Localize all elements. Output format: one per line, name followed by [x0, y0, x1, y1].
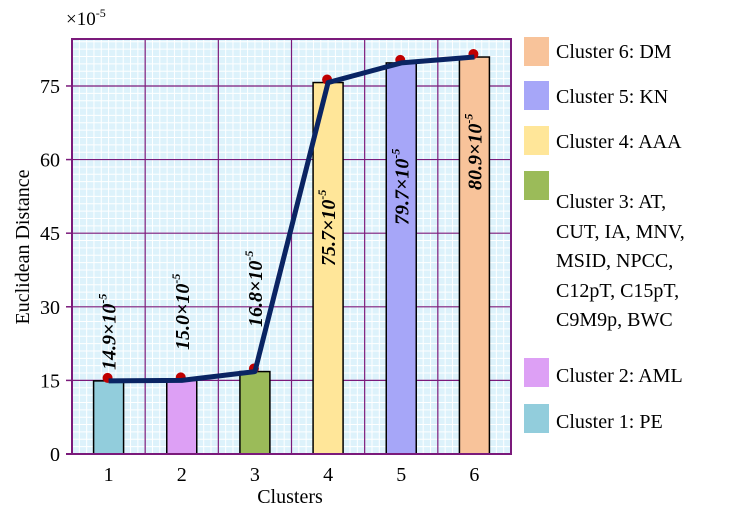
bar-cluster-1 — [92, 380, 125, 455]
legend-item: Cluster 5: KN — [524, 81, 668, 110]
legend-label: Cluster 3: AT, — [556, 191, 666, 213]
legend-label: Cluster 5: KN — [556, 86, 668, 108]
bar-cluster-2 — [166, 379, 198, 455]
data-label: 16.8×10-5 — [242, 251, 267, 327]
legend: Cluster 6: DM Cluster 5: KN Cluster 4: AAA… — [524, 37, 685, 433]
y-tick-label: 30 — [40, 297, 60, 319]
x-tick-label: 6 — [469, 464, 479, 486]
y-multiplier: ×10-5 — [66, 6, 106, 30]
legend-label: Cluster 1: PE — [556, 411, 663, 433]
legend-swatch — [524, 404, 549, 433]
x-tick-label: 3 — [250, 464, 260, 486]
legend-label: Cluster 4: AAA — [556, 131, 682, 153]
legend-label: Cluster 2: AML — [556, 365, 683, 387]
legend-swatch — [524, 37, 549, 66]
x-tick-label: 1 — [104, 464, 114, 486]
bar-cluster-5 — [385, 62, 417, 455]
legend-item: Cluster 2: AML — [524, 358, 683, 387]
legend-item: Cluster 6: DM — [524, 37, 672, 66]
legend-label: Cluster 6: DM — [556, 41, 672, 63]
legend-label: CUT, IA, MNV, — [556, 221, 685, 243]
legend-item: Cluster 3: AT, CUT, IA, MNV, MSID, NPCC, C1… — [524, 171, 685, 331]
data-label: 80.9×10-5 — [461, 114, 486, 190]
data-label: 79.7×10-5 — [388, 149, 413, 225]
y-tick-label: 0 — [50, 444, 60, 466]
data-labels: 14.9×10-5 15.0×10-5 16.8×10-5 75.7×10-5 79.7… — [96, 114, 487, 370]
legend-label: C12pT, C15pT, — [556, 280, 679, 302]
y-tick-label: 45 — [40, 223, 60, 245]
legend-swatch — [524, 171, 549, 200]
trend-line — [102, 49, 479, 384]
data-label: 75.7×10-5 — [315, 190, 340, 266]
data-label: 14.9×10-5 — [96, 294, 121, 370]
legend-item: Cluster 1: PE — [524, 404, 663, 433]
x-tick-label: 2 — [177, 464, 187, 486]
legend-label: C9M9p, BWC — [556, 309, 673, 331]
y-tick-label: 75 — [40, 76, 60, 98]
bar-cluster-4 — [312, 81, 344, 455]
legend-swatch — [524, 81, 549, 110]
y-tick-label: 60 — [40, 150, 60, 172]
x-tick-label: 5 — [396, 464, 406, 486]
legend-label: MSID, NPCC, — [556, 250, 673, 272]
trend-polyline — [108, 54, 475, 384]
bar-cluster-3 — [239, 370, 271, 455]
y-tick-label: 15 — [40, 370, 60, 392]
y-axis-label: Euclidean Distance — [12, 169, 34, 324]
bars — [92, 56, 491, 455]
data-label: 15.0×10-5 — [169, 274, 194, 350]
grid — [71, 38, 512, 455]
legend-swatch — [524, 126, 549, 155]
x-tick-label: 4 — [323, 464, 333, 486]
legend-swatch — [524, 358, 549, 387]
x-axis-label: Clusters — [257, 486, 323, 508]
legend-item: Cluster 4: AAA — [524, 126, 682, 155]
